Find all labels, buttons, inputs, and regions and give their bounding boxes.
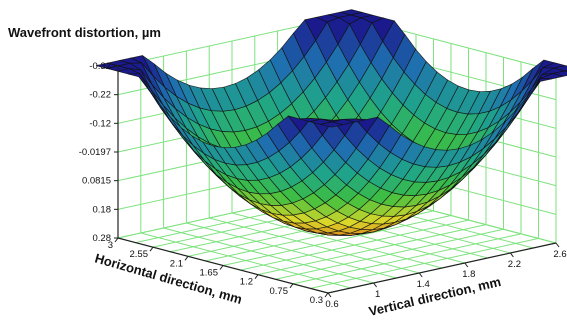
chart-title: Wavefront distortion, µm <box>8 25 161 40</box>
x-axis-ticks: 3 2.55 2.1 1.65 1.2 0.75 0.3 <box>108 237 329 306</box>
x-axis-title: Horizontal direction, mm <box>93 250 244 306</box>
x-tick-mark <box>114 237 119 243</box>
y-tick-label: 1.8 <box>462 269 475 280</box>
grid-line <box>186 222 397 279</box>
z-tick-label: -0.22 <box>89 90 111 101</box>
x-tick-mark <box>289 283 294 289</box>
x-tick-mark <box>184 256 189 261</box>
z-axis-ticks: -0.32 -0.22 -0.12 -0.0197 0.0815 0.18 0.28 <box>79 61 118 244</box>
z-tick-label: -0.0197 <box>79 147 111 158</box>
x-tick-mark <box>324 292 329 298</box>
surface-cell <box>320 121 343 128</box>
y-tick-label: 0.6 <box>325 299 338 310</box>
z-tick-label: 0.18 <box>93 204 112 215</box>
grid-line <box>209 217 420 274</box>
x-tick-mark <box>219 265 224 270</box>
x-tick-label: 3 <box>108 240 113 251</box>
y-axis-line <box>327 242 557 294</box>
y-tick-mark <box>327 292 332 298</box>
z-tick-label: -0.32 <box>89 61 111 72</box>
y-tick-label: 1 <box>375 289 380 300</box>
y-tick-mark <box>509 252 514 258</box>
x-tick-mark <box>149 246 154 252</box>
z-tick-label: -0.12 <box>89 118 111 129</box>
y-axis-ticks: 0.6 1 1.4 1.8 2.2 2.6 <box>325 242 567 310</box>
y-tick-mark <box>555 242 560 248</box>
x-tick-label: 0.75 <box>270 286 289 297</box>
x-tick-label: 1.2 <box>240 277 253 288</box>
x-tick-label: 2.55 <box>130 249 149 260</box>
y-tick-mark <box>373 282 378 288</box>
x-tick-label: 1.65 <box>200 268 219 279</box>
y-tick-label: 1.4 <box>417 279 430 290</box>
x-tick-label: 2.1 <box>170 258 183 269</box>
z-tick-label: 0.28 <box>93 233 112 244</box>
grid-line <box>163 227 374 284</box>
y-tick-mark <box>418 272 423 278</box>
z-tick-label: 0.0815 <box>82 176 111 187</box>
surface-mesh <box>96 9 567 236</box>
grid-line <box>231 212 443 269</box>
y-tick-label: 2.2 <box>508 259 521 270</box>
y-tick-mark <box>464 262 469 268</box>
x-tick-mark <box>254 274 259 279</box>
x-tick-label: 0.3 <box>310 295 323 306</box>
grid-line <box>140 232 351 289</box>
y-tick-label: 2.6 <box>553 249 566 260</box>
y-axis-title: Vertical direction, mm <box>367 274 502 319</box>
